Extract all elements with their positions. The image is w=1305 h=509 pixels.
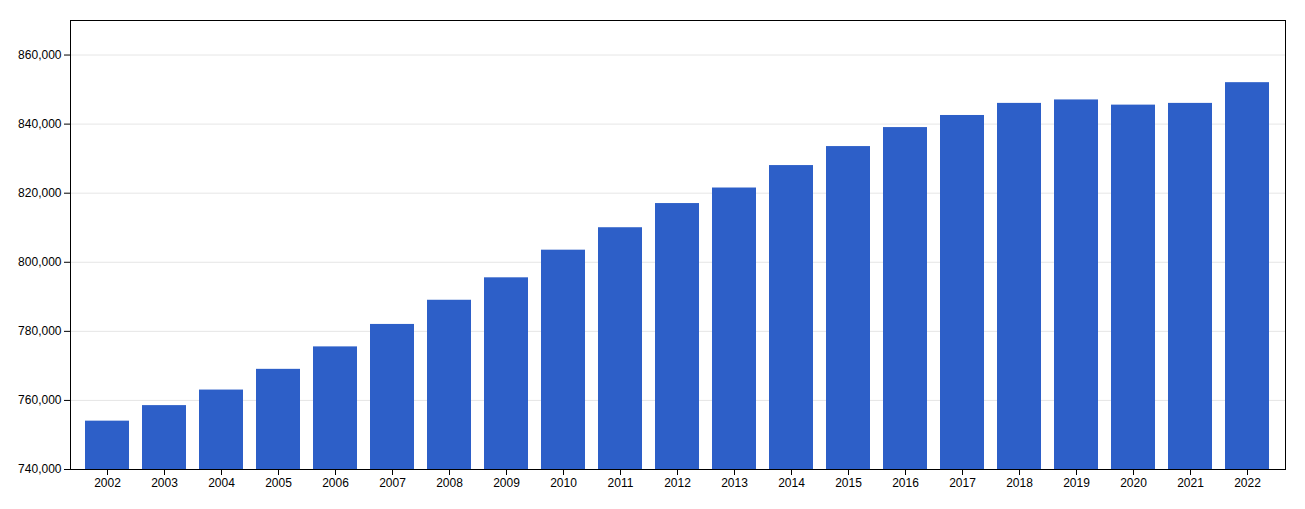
svg-text:2012: 2012 xyxy=(664,476,691,490)
svg-text:2003: 2003 xyxy=(151,476,178,490)
svg-text:2013: 2013 xyxy=(721,476,748,490)
svg-text:2005: 2005 xyxy=(265,476,292,490)
svg-text:2007: 2007 xyxy=(379,476,406,490)
svg-text:2015: 2015 xyxy=(835,476,862,490)
svg-text:840,000: 840,000 xyxy=(18,117,62,131)
svg-text:860,000: 860,000 xyxy=(18,48,62,62)
svg-text:2002: 2002 xyxy=(94,476,121,490)
svg-text:2017: 2017 xyxy=(949,476,976,490)
svg-text:2008: 2008 xyxy=(436,476,463,490)
svg-text:2014: 2014 xyxy=(778,476,805,490)
svg-text:2019: 2019 xyxy=(1063,476,1090,490)
svg-text:2004: 2004 xyxy=(208,476,235,490)
svg-text:2018: 2018 xyxy=(1006,476,1033,490)
svg-text:2006: 2006 xyxy=(322,476,349,490)
svg-text:2009: 2009 xyxy=(493,476,520,490)
svg-text:780,000: 780,000 xyxy=(18,324,62,338)
svg-text:2011: 2011 xyxy=(608,476,634,490)
svg-text:760,000: 760,000 xyxy=(18,393,62,407)
svg-text:2010: 2010 xyxy=(550,476,577,490)
svg-text:2021: 2021 xyxy=(1177,476,1204,490)
svg-text:800,000: 800,000 xyxy=(18,255,62,269)
svg-text:740,000: 740,000 xyxy=(18,462,62,476)
svg-text:820,000: 820,000 xyxy=(18,186,62,200)
svg-text:2016: 2016 xyxy=(892,476,919,490)
svg-text:2022: 2022 xyxy=(1234,476,1261,490)
svg-text:2020: 2020 xyxy=(1120,476,1147,490)
